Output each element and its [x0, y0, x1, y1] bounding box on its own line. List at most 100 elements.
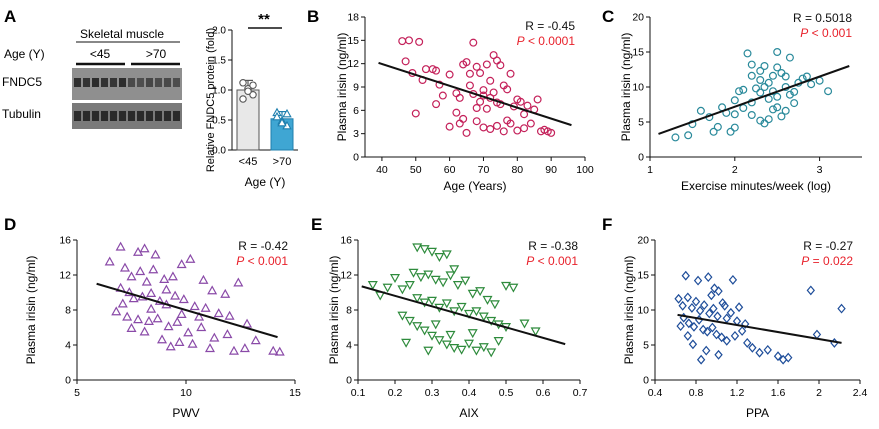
data-point: [678, 300, 687, 311]
panel-a-ytick-label: 1.0: [212, 86, 226, 97]
blot-group-old: >70: [146, 47, 167, 61]
panel-c-ytick-label: 0: [638, 152, 644, 164]
data-point: [712, 329, 721, 340]
panel-a-point: [272, 111, 282, 121]
data-point: [751, 84, 760, 93]
data-point: [404, 316, 415, 326]
panel-e-xtick-label: 0.4: [462, 387, 477, 399]
data-point: [506, 69, 515, 78]
data-point: [773, 47, 782, 56]
data-point: [117, 298, 128, 308]
data-point: [705, 308, 714, 319]
blot-fndc5-band: [72, 68, 182, 100]
panel-e-ytick-label: 0: [346, 375, 352, 387]
data-point: [126, 322, 137, 332]
data-point: [441, 340, 452, 350]
data-point: [756, 66, 765, 75]
blot-tubulin-lane: [137, 111, 144, 121]
data-point: [709, 127, 718, 136]
data-point: [178, 294, 189, 304]
panel-f-ylabel: Plasma irisin (ng/ml): [622, 256, 636, 365]
data-point: [397, 285, 408, 295]
data-point: [198, 274, 209, 284]
blot-tubulin-lane: [146, 111, 153, 121]
data-point: [683, 292, 692, 303]
data-point: [688, 339, 698, 350]
panel-f-p-value: P = 0.022: [801, 254, 853, 268]
data-point: [170, 290, 181, 300]
blot-fndc5-lanes: [74, 78, 180, 87]
panel-a-point: [249, 81, 257, 89]
panel-f-xlabel: PPA: [746, 406, 769, 420]
panel-f-xtick-label: 1.2: [730, 387, 745, 399]
panel-f: F 0 5 10 15 20 0.4 0.8 1.2 1.6 2 2.4 PPA Plasma irisi…: [602, 215, 867, 420]
panel-a-letter: A: [4, 7, 16, 26]
data-point: [471, 307, 482, 317]
panel-d-letter: D: [4, 215, 16, 234]
data-point: [250, 335, 261, 345]
panel-a-point: [244, 87, 252, 95]
panel-c-ytick-label: 15: [632, 47, 644, 59]
panel-a-xlabel: Age (Y): [245, 175, 286, 189]
data-point: [167, 271, 178, 281]
data-point: [185, 253, 196, 263]
data-point: [452, 281, 463, 291]
panel-c-ytick-label: 5: [638, 117, 644, 129]
data-point: [274, 346, 285, 356]
panel-b-xtick-label: 50: [410, 164, 422, 176]
data-point: [157, 334, 168, 344]
panel-c: C 0 5 10 15 20 1 2 3 Exercise minutes/week (log) P…: [602, 7, 862, 193]
data-point: [730, 96, 739, 105]
data-point: [695, 305, 705, 316]
panel-d-ylabel: Plasma irisin (ng/ml): [24, 256, 38, 365]
data-point: [503, 85, 512, 94]
panel-c-xtick-label: 1: [647, 164, 653, 176]
data-point: [726, 127, 735, 136]
data-point: [489, 88, 498, 97]
panel-b-ylabel: Plasma irisin (ng/ml): [335, 33, 349, 142]
data-point: [412, 322, 423, 332]
panel-b-points: [398, 36, 556, 137]
data-point: [146, 287, 157, 297]
panel-e-ytick-label: 8: [346, 305, 352, 317]
data-point: [122, 311, 133, 321]
panel-a-point: [239, 95, 247, 103]
panel-e-ytick-label: 16: [340, 235, 352, 247]
data-point: [426, 296, 438, 306]
data-point: [183, 327, 194, 337]
panel-c-fit-line: [658, 65, 850, 135]
data-point: [747, 60, 756, 69]
data-point: [741, 319, 750, 329]
blot-fndc5-lane: [119, 78, 126, 87]
data-point: [478, 312, 489, 322]
data-point: [735, 87, 744, 96]
data-point: [382, 283, 393, 293]
data-point: [150, 249, 161, 259]
data-point: [781, 72, 790, 81]
panel-e-xtick-label: 0.1: [351, 387, 366, 399]
data-point: [837, 303, 846, 314]
data-point: [445, 122, 454, 131]
panel-d-points: [104, 241, 285, 356]
blot-row-tubulin-label: Tubulin: [2, 107, 41, 121]
data-point: [475, 287, 486, 297]
panel-c-ytick-label: 20: [632, 12, 644, 24]
data-point: [730, 123, 739, 132]
data-point: [486, 76, 495, 85]
panel-a-ytick-label: 0.5: [212, 116, 226, 127]
data-point: [456, 302, 467, 312]
data-point: [465, 81, 474, 90]
data-point: [496, 61, 505, 70]
panel-f-xtick-label: 2: [816, 387, 822, 399]
panel-d-xlabel: PWV: [172, 406, 199, 420]
data-point: [472, 117, 481, 126]
data-point: [404, 281, 415, 291]
data-point: [398, 37, 407, 46]
data-point: [526, 119, 535, 128]
panel-e-xtick-label: 0.6: [536, 387, 551, 399]
panel-c-points: [671, 47, 833, 142]
data-point: [768, 105, 777, 114]
data-point: [133, 314, 144, 324]
data-point: [533, 95, 542, 104]
data-point: [513, 126, 522, 135]
